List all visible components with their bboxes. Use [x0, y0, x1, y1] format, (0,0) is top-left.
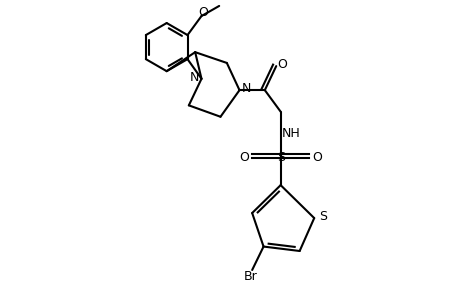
Text: N: N	[190, 71, 199, 84]
Text: O: O	[277, 58, 287, 71]
Text: S: S	[319, 210, 326, 223]
Text: Br: Br	[243, 270, 257, 283]
Text: O: O	[312, 152, 322, 164]
Text: O: O	[197, 6, 207, 19]
Text: N: N	[241, 82, 251, 95]
Text: S: S	[276, 152, 284, 164]
Text: NH: NH	[281, 127, 300, 140]
Text: O: O	[239, 152, 248, 164]
